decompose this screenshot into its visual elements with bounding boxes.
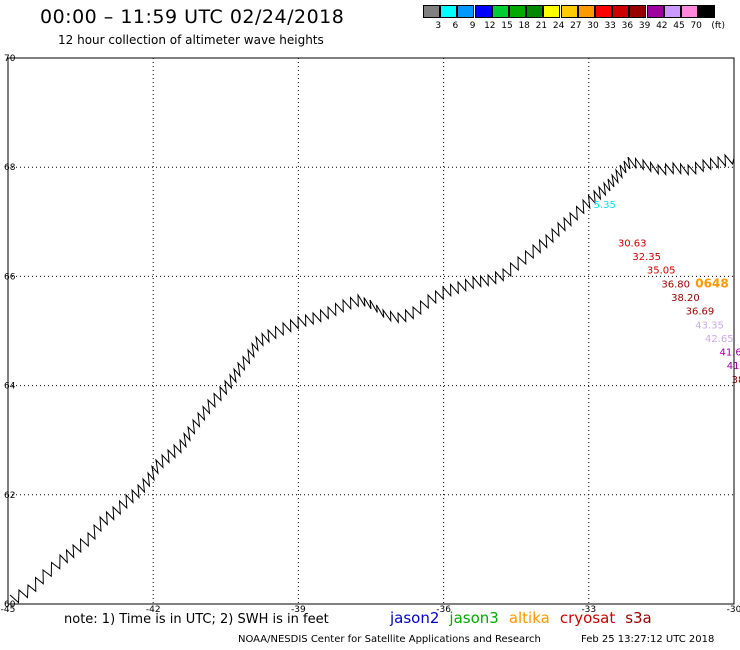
latitude-tick-label: 68 <box>4 163 16 173</box>
coastline-path <box>9 153 735 604</box>
footer-note: note: 1) Time is in UTC; 2) SWH is in fe… <box>64 612 329 627</box>
longitude-tick-label: -45 <box>1 605 16 615</box>
wave-height-label: 32.35 <box>632 252 661 263</box>
wave-height-label: 36.69 <box>686 307 715 318</box>
longitude-tick-label: -33 <box>581 605 596 615</box>
wave-height-label: 5.35 <box>594 200 616 211</box>
wave-height-label: 35.05 <box>647 266 676 277</box>
latitude-tick-label: 60 <box>4 600 16 610</box>
satellite-legend: jason2 jason3 altika cryosat s3a <box>390 609 662 627</box>
latitude-tick-label: 64 <box>4 382 16 392</box>
latitude-tick-label: 70 <box>4 54 16 64</box>
wave-height-label: 38.20 <box>671 293 700 304</box>
axis-labels: -45 -42 -39 -36 -33 -30 70 68 66 64 62 60 <box>1 54 740 615</box>
wave-height-label: 30.63 <box>618 238 647 249</box>
legend-entry-s3a: s3a <box>625 609 652 627</box>
wave-height-label: 41.60 <box>719 348 740 359</box>
latitude-tick-label: 62 <box>4 491 15 501</box>
legend-entry-jason2: jason2 <box>390 609 440 627</box>
map-frame <box>7 57 735 605</box>
longitude-tick-label: -36 <box>436 605 451 615</box>
longitude-tick-label: -42 <box>146 605 161 615</box>
legend-entry-jason3: jason3 <box>449 609 499 627</box>
legend-entry-cryosat: cryosat <box>559 609 616 627</box>
wave-height-label: 42.65 <box>705 334 734 345</box>
wave-height-label: 38 <box>732 375 740 386</box>
greenland-coastline <box>9 153 735 604</box>
wave-height-label: 43.35 <box>695 320 724 331</box>
wave-height-label: 36.80 <box>661 279 690 290</box>
longitude-tick-label: -30 <box>727 605 740 615</box>
longitude-tick-label: -39 <box>291 605 306 615</box>
latitude-tick-label: 66 <box>4 272 16 282</box>
map-title: 00:00 – 11:59 UTC 02/24/2018 <box>40 6 345 28</box>
map-grid <box>7 57 735 605</box>
legend-entry-altika: altika <box>508 609 550 627</box>
credit-line: NOAA/NESDIS Center for Satellite Applica… <box>238 634 541 645</box>
wave-height-label: 41.0 <box>727 361 740 372</box>
generated-timestamp: Feb 25 13:27:12 UTC 2018 <box>581 634 715 645</box>
map-subtitle: 12 hour collection of altimeter wave hei… <box>58 33 324 47</box>
wave-height-label: 0648 <box>695 276 728 290</box>
observation-labels: 5.35 30.63 32.35 35.05 36.80 0648 38.20 36.69 43… <box>594 200 740 386</box>
